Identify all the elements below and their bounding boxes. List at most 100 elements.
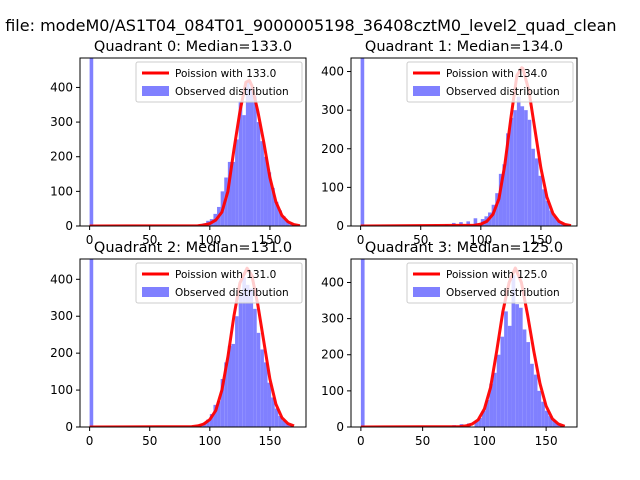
- y-tick-label: 400: [321, 275, 344, 289]
- histogram-bar: [556, 220, 561, 226]
- y-tick-label: 300: [50, 115, 73, 129]
- histogram-bar: [253, 96, 257, 226]
- histogram-bar: [267, 382, 272, 427]
- histogram-bar: [281, 216, 286, 226]
- subplot-title: Quadrant 2: Median=131.0: [94, 240, 292, 256]
- histogram-bar: [238, 101, 243, 226]
- histogram-bar: [224, 362, 228, 427]
- y-tick-label: 300: [50, 309, 73, 323]
- y-tick-label: 300: [321, 312, 344, 326]
- legend-poisson-label: Poission with 131.0: [175, 269, 276, 281]
- histogram-bar: [473, 218, 478, 226]
- subplot-quadrant-3: 0 50 100 150 0 100 200 300 400 Quadrant 3: Median…: [321, 240, 578, 448]
- histogram-bar: [506, 133, 510, 226]
- y-tick-label: 200: [50, 150, 73, 164]
- histogram-bar: [238, 294, 243, 427]
- legend-box: [406, 262, 574, 304]
- histogram-bar: [263, 362, 268, 427]
- axes-frame: [79, 258, 307, 428]
- x-tick-label: 50: [142, 233, 157, 247]
- y-tick-label: 400: [50, 272, 73, 286]
- legend: Poission with 134.0 Observed distribution: [406, 61, 574, 103]
- histogram-bar: [235, 316, 239, 427]
- zero-bin-bar: [89, 58, 94, 226]
- histogram-bar: [515, 304, 519, 427]
- histogram-bar: [227, 345, 232, 427]
- histogram-bar: [217, 401, 221, 427]
- y-tick-label: 200: [321, 348, 344, 362]
- subplot-quadrant-2: 0 50 100 150 0 100 200 300 400 Quadrant 2: Median…: [50, 240, 307, 448]
- histogram-bar: [518, 307, 523, 427]
- legend-observed-label: Observed distribution: [175, 287, 289, 299]
- x-tick-label: 150: [258, 233, 281, 247]
- y-tick-label: 200: [50, 346, 73, 360]
- histogram-bar: [526, 342, 531, 427]
- figure-suptitle: n file: modeM0/AS1T04_084T01_9000005198_…: [0, 16, 617, 35]
- histogram-bar: [267, 172, 272, 226]
- histogram-bar: [513, 110, 517, 226]
- histogram-bar: [520, 106, 525, 226]
- x-tick-label: 100: [473, 434, 496, 448]
- histogram-bar: [242, 277, 246, 427]
- legend-poisson-label: Poission with 133.0: [175, 68, 276, 80]
- histogram-bar: [263, 156, 268, 226]
- y-tick-label: 0: [336, 420, 344, 434]
- x-tick-label: 100: [198, 233, 221, 247]
- legend-observed-swatch: [142, 86, 169, 96]
- histogram-bar: [509, 117, 514, 226]
- histogram-bar: [209, 414, 214, 427]
- histogram-bar: [466, 221, 471, 226]
- histogram-bar: [544, 410, 549, 427]
- histogram-bar: [542, 189, 546, 226]
- histogram-bar: [524, 110, 528, 226]
- legend-observed-swatch: [413, 86, 440, 96]
- x-tick-label: 50: [142, 434, 157, 448]
- y-tick-label: 0: [65, 420, 73, 434]
- histogram-bar: [285, 423, 290, 427]
- histogram-bar: [495, 193, 499, 226]
- legend: Poission with 125.0 Observed distribution: [406, 262, 574, 304]
- histogram-bar: [249, 288, 254, 427]
- subplot-title: Quadrant 1: Median=134.0: [365, 39, 563, 55]
- histogram-bar: [545, 200, 550, 226]
- histogram-bar: [516, 96, 521, 226]
- zero-bin-bar: [89, 259, 94, 427]
- legend-observed-label: Observed distribution: [175, 86, 289, 98]
- zero-bin-bar: [360, 259, 365, 427]
- histogram-bar: [541, 401, 545, 427]
- histogram-bar: [274, 201, 279, 226]
- x-tick-label: 0: [86, 233, 94, 247]
- histogram-bar: [478, 417, 482, 427]
- histogram-bar: [474, 421, 479, 427]
- x-tick-label: 50: [415, 434, 430, 448]
- subplot-quadrant-1: 0 50 100 150 0 100 200 300 400 Quadrant 1: Median…: [321, 39, 578, 247]
- subplot-title: Quadrant 3: Median=125.0: [365, 240, 563, 256]
- histogram-bar: [522, 329, 527, 427]
- legend: Poission with 131.0 Observed distribution: [135, 262, 303, 304]
- legend-poisson-label: Poission with 125.0: [446, 269, 547, 281]
- histogram-bar: [552, 216, 557, 226]
- histogram-bar: [278, 415, 282, 427]
- histogram-bar: [485, 399, 490, 427]
- histogram-bar: [242, 115, 246, 226]
- histogram-bar: [245, 284, 250, 427]
- legend-box: [135, 262, 303, 304]
- histogram-bar: [502, 164, 507, 226]
- x-tick-label: 150: [258, 434, 281, 448]
- legend-observed-label: Observed distribution: [446, 287, 560, 299]
- axes-frame: [350, 258, 578, 428]
- histogram-bar: [489, 383, 494, 427]
- axes-frame: [79, 57, 307, 227]
- histogram-bar: [527, 119, 532, 226]
- legend-observed-swatch: [413, 287, 440, 297]
- y-tick-label: 100: [50, 184, 73, 198]
- figure-suptitle-container: n file: modeM0/AS1T04_084T01_9000005198_…: [0, 16, 640, 40]
- histogram-bar: [235, 139, 239, 226]
- legend-observed-label: Observed distribution: [446, 86, 560, 98]
- histogram-bar: [253, 308, 257, 427]
- zero-bin-bar: [360, 58, 365, 226]
- histogram-bar: [206, 419, 210, 427]
- histogram-bar: [227, 161, 232, 226]
- x-tick-label: 0: [86, 434, 94, 448]
